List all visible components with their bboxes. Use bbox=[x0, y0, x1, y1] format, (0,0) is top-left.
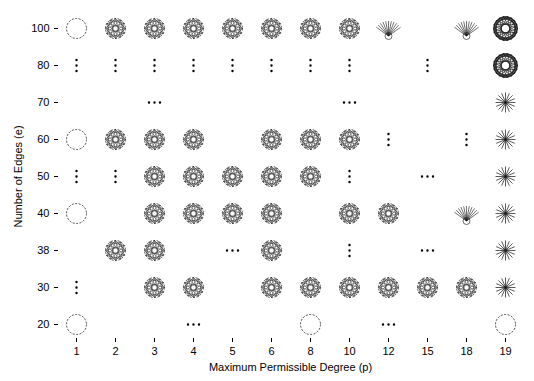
svg-text:40: 40 bbox=[37, 207, 49, 219]
svg-text:38: 38 bbox=[37, 244, 49, 256]
svg-text:18: 18 bbox=[460, 345, 472, 357]
svg-text:12: 12 bbox=[382, 345, 394, 357]
svg-text:70: 70 bbox=[37, 96, 49, 108]
svg-text:50: 50 bbox=[37, 170, 49, 182]
svg-text:3: 3 bbox=[151, 345, 157, 357]
svg-text:10: 10 bbox=[343, 345, 355, 357]
svg-text:100: 100 bbox=[31, 22, 49, 34]
svg-text:6: 6 bbox=[268, 345, 274, 357]
svg-text:Maximum Permissible Degree (p): Maximum Permissible Degree (p) bbox=[209, 361, 372, 373]
svg-text:20: 20 bbox=[37, 318, 49, 330]
svg-text:8: 8 bbox=[307, 345, 313, 357]
svg-text:5: 5 bbox=[229, 345, 235, 357]
svg-text:1: 1 bbox=[73, 345, 79, 357]
svg-text:30: 30 bbox=[37, 281, 49, 293]
svg-text:2: 2 bbox=[112, 345, 118, 357]
svg-text:60: 60 bbox=[37, 133, 49, 145]
svg-text:Number of Edges (e): Number of Edges (e) bbox=[12, 125, 24, 227]
svg-text:4: 4 bbox=[190, 345, 196, 357]
svg-text:19: 19 bbox=[499, 345, 511, 357]
svg-text:80: 80 bbox=[37, 59, 49, 71]
svg-text:15: 15 bbox=[421, 345, 433, 357]
